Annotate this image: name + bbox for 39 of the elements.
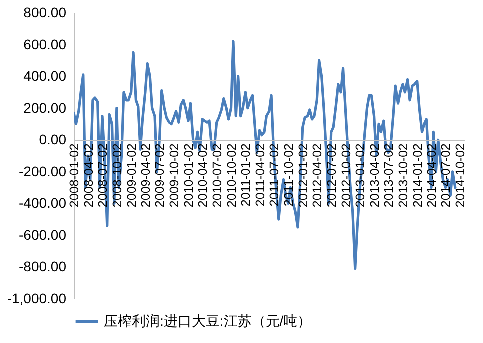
x-tick-label: 2011-04-02 xyxy=(253,144,268,207)
y-tick-label: -800.00 xyxy=(19,258,67,275)
y-tick-label: 600.00 xyxy=(24,36,67,52)
x-tick-label: 2008-04-02 xyxy=(82,144,96,208)
x-tick-label: 2011-10-02 xyxy=(282,144,296,207)
x-tick-label: 2009-04-02 xyxy=(138,144,153,208)
y-tick-label: -600.00 xyxy=(19,226,67,243)
x-tick-label: 2012-04-02 xyxy=(310,144,325,208)
x-tick-label: 2013-10-02 xyxy=(396,144,410,208)
y-tick-label: 800.00 xyxy=(24,4,67,20)
x-tick-label: 2014-07-02 xyxy=(439,144,454,208)
x-tick-label: 2011-07-02 xyxy=(268,144,282,207)
legend-label: 压榨利润:进口大豆:江苏（元/吨） xyxy=(104,313,312,329)
x-tick-label: 2012-10-02 xyxy=(339,144,354,208)
y-tick-label: 200.00 xyxy=(24,100,67,116)
x-tick-label: 2008-01-02 xyxy=(68,144,82,208)
x-tick-label: 2010-04-02 xyxy=(196,144,210,208)
x-tick-label: 2014-04-02 xyxy=(424,144,439,208)
x-tick-label: 2014-01-02 xyxy=(410,144,425,208)
y-tick-label: -400.00 xyxy=(19,195,67,212)
x-tick-label: 2013-01-02 xyxy=(354,144,368,208)
x-tick-label: 2013-04-02 xyxy=(368,144,382,208)
x-tick-label: 2008-10-02 xyxy=(110,144,124,208)
x-tick-label: 2009-07-02 xyxy=(153,144,168,208)
x-tick-label: 2010-07-02 xyxy=(210,144,224,208)
x-tick-label: 2010-01-02 xyxy=(182,144,196,208)
y-tick-label: 0.00 xyxy=(39,132,67,148)
x-tick-label: 2009-10-02 xyxy=(168,144,182,208)
x-tick-label: 2014-10-02 xyxy=(454,144,468,208)
x-tick-label: 2009-01-02 xyxy=(124,144,139,208)
x-tick-label: 2012-01-02 xyxy=(296,144,310,208)
x-tick-label: 2013-07-02 xyxy=(382,144,396,208)
y-tick-label: -1,000.00 xyxy=(7,290,67,306)
y-tick-label: -200.00 xyxy=(19,163,67,180)
x-tick-label: 2008-07-02 xyxy=(96,144,110,208)
y-tick-label: 400.00 xyxy=(24,68,67,84)
x-tick-label: 2011-01-02 xyxy=(239,144,254,207)
x-tick-label: 2010-10-02 xyxy=(224,144,239,208)
x-tick-label: 2012-07-02 xyxy=(324,144,339,208)
